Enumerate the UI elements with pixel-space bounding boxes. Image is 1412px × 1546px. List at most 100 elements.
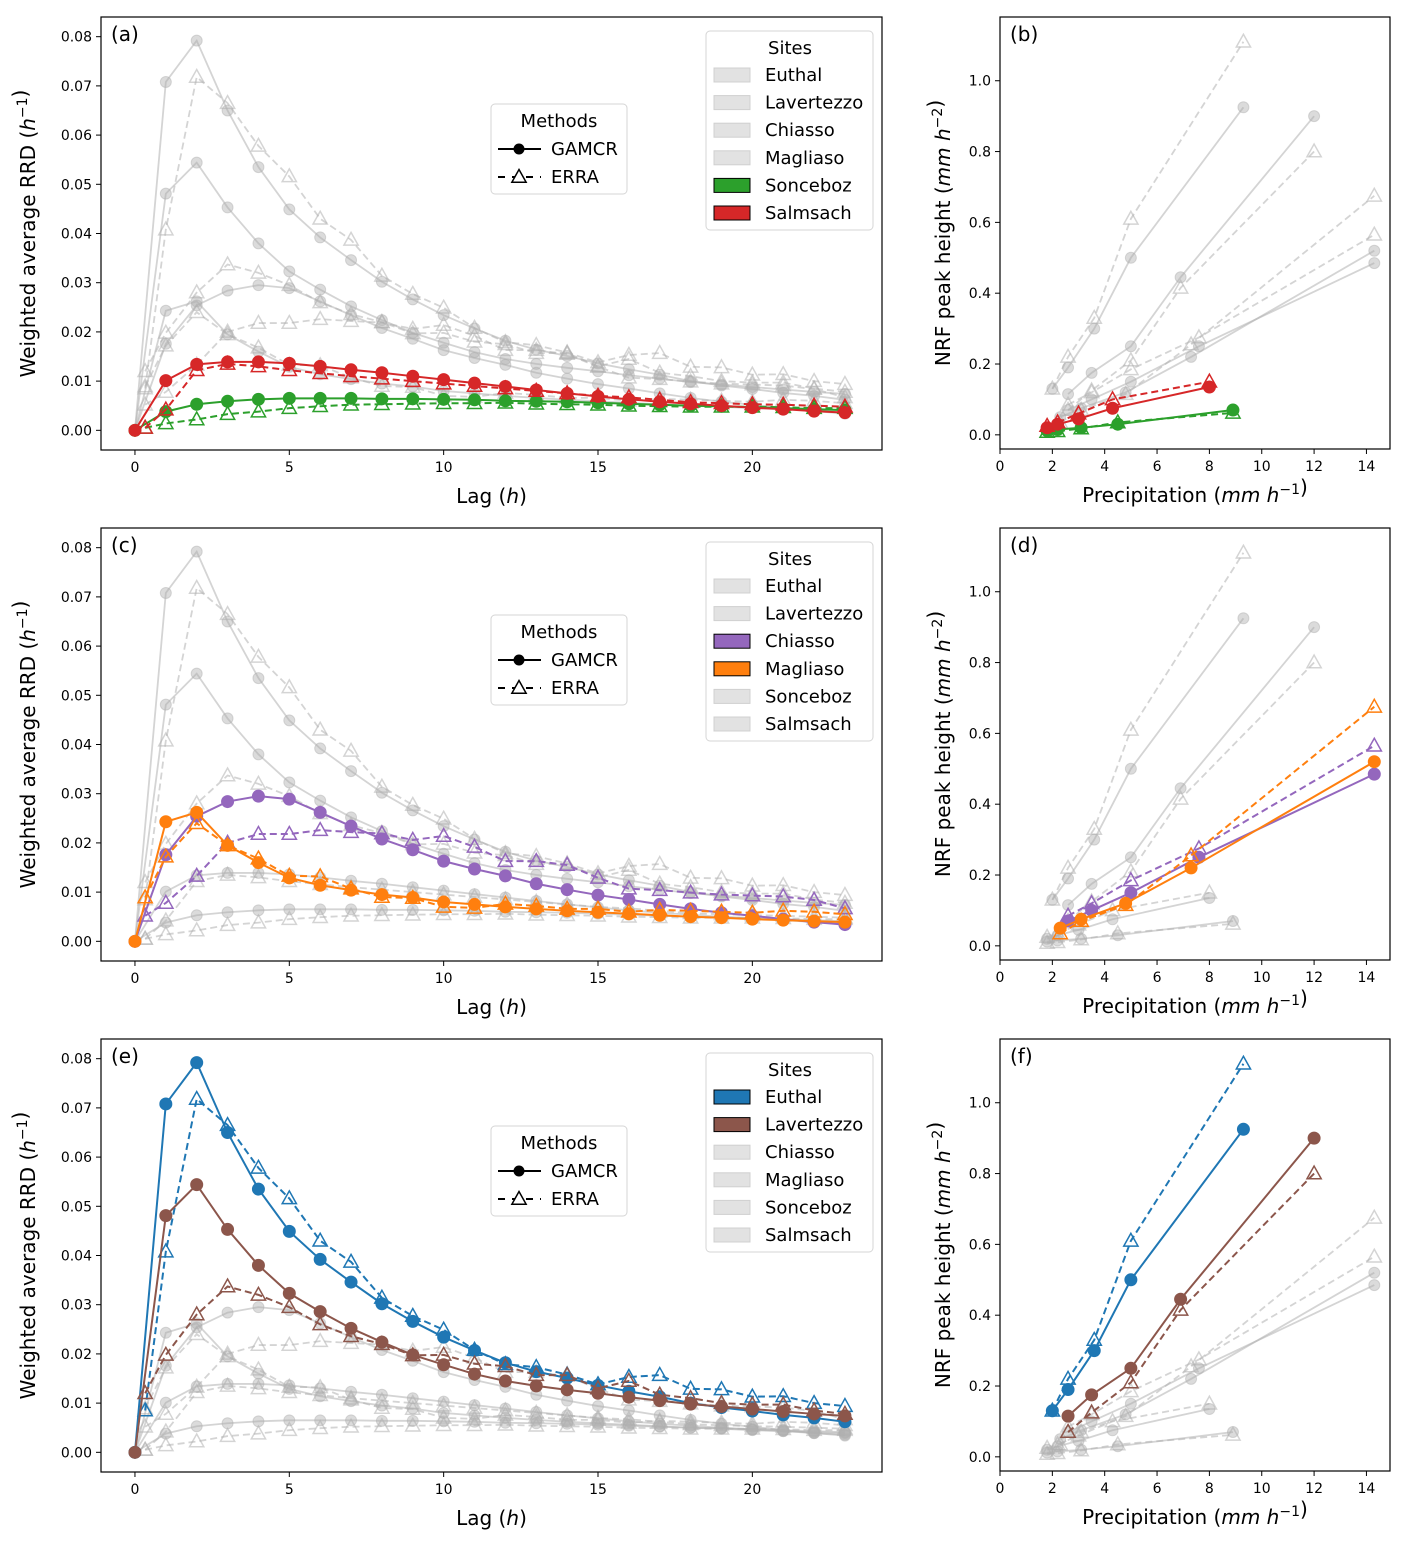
data-point (282, 391, 296, 405)
series-lavertezzo-erra (1059, 1164, 1323, 1439)
data-point (527, 341, 545, 357)
y-tick-label: 0.08 (61, 541, 92, 557)
data-point (838, 1428, 851, 1441)
panel-label: (b) (1010, 22, 1038, 46)
y-tick-label: 0.8 (969, 1167, 991, 1183)
series-line (1051, 552, 1245, 901)
legend-swatch (713, 688, 751, 704)
data-point (589, 353, 607, 369)
data-point (561, 1394, 574, 1407)
data-point (561, 372, 574, 385)
data-point (1119, 386, 1132, 399)
data-point (157, 1358, 175, 1374)
data-point (373, 1417, 391, 1433)
data-point (190, 34, 203, 47)
data-point (1368, 1266, 1381, 1279)
data-point (406, 332, 419, 345)
data-point (157, 336, 175, 352)
data-point (221, 838, 235, 852)
data-point (252, 1367, 265, 1380)
data-point (221, 104, 234, 117)
series-line (144, 311, 846, 405)
x-axis-label: Lag (h) (456, 1506, 527, 1530)
x-tick-label: 0 (996, 1481, 1005, 1497)
x-tick-label: 4 (1100, 1481, 1109, 1497)
legend-swatch (713, 1199, 751, 1215)
data-point (311, 1378, 329, 1394)
legend-swatch (713, 95, 751, 111)
data-point (1365, 186, 1383, 202)
data-point (128, 934, 142, 948)
legend-swatch (713, 150, 751, 166)
data-point (188, 303, 206, 319)
data-point (807, 1407, 821, 1421)
y-tick-label: 0.05 (61, 1199, 92, 1215)
legend-label: Euthal (765, 65, 822, 86)
data-point (1122, 720, 1140, 736)
data-point (435, 298, 453, 314)
data-point (1308, 110, 1321, 123)
data-point (838, 915, 852, 929)
data-point (713, 374, 730, 390)
data-point (774, 1420, 792, 1436)
data-point (1124, 886, 1138, 900)
data-point (373, 1398, 391, 1415)
data-point (190, 1056, 204, 1070)
data-point (136, 418, 154, 434)
data-point (653, 1394, 667, 1408)
data-point (437, 1395, 450, 1408)
data-point (157, 414, 175, 430)
data-point (745, 401, 759, 415)
data-point (282, 356, 296, 370)
data-point (1367, 755, 1381, 769)
y-tick-label: 0.0 (969, 428, 991, 444)
series-line (144, 1285, 846, 1415)
data-point (128, 423, 142, 437)
data-point (1124, 251, 1137, 264)
data-point (1046, 382, 1059, 395)
data-point (651, 1366, 669, 1382)
data-point (620, 860, 638, 876)
data-point (1368, 244, 1381, 257)
methods-legend: Methods GAMCR ERRA (490, 1125, 628, 1217)
series-salmsach-erra (136, 1376, 854, 1456)
data-point (221, 1125, 235, 1139)
data-point (713, 1416, 730, 1432)
data-point (375, 321, 388, 334)
data-point (714, 399, 728, 413)
data-point (406, 1414, 419, 1427)
data-point (805, 883, 823, 899)
data-point (252, 904, 265, 917)
x-tick-label: 0 (130, 971, 139, 987)
data-point (283, 1379, 296, 1392)
legend-label: GAMCR (551, 1161, 618, 1182)
data-point (311, 821, 329, 837)
data-point (188, 866, 206, 882)
x-tick-label: 20 (743, 460, 761, 476)
data-point (808, 1427, 821, 1440)
data-point (190, 156, 203, 169)
data-point (280, 1336, 298, 1352)
data-point (221, 712, 234, 725)
data-point (344, 819, 358, 833)
x-axis-label: Lag (h) (456, 484, 527, 508)
data-point (1043, 379, 1061, 395)
data-point (713, 883, 730, 899)
data-point (250, 913, 267, 929)
data-point (591, 389, 605, 403)
legend-swatch (713, 1117, 751, 1133)
x-tick-label: 6 (1153, 970, 1162, 986)
sites-legend: Sites Euthal Lavertezzo Chiasso Magliaso Sonc… (705, 541, 874, 742)
y-tick-label: 1.0 (969, 585, 991, 601)
data-point (136, 1384, 154, 1400)
data-point (375, 366, 389, 380)
data-point (1365, 697, 1383, 713)
data-point (136, 929, 154, 945)
data-point (1088, 322, 1101, 335)
data-point (529, 394, 543, 408)
data-point (1053, 921, 1067, 935)
data-point (219, 766, 236, 782)
data-point (774, 884, 792, 900)
data-point (1182, 1357, 1200, 1373)
data-point (651, 881, 669, 897)
